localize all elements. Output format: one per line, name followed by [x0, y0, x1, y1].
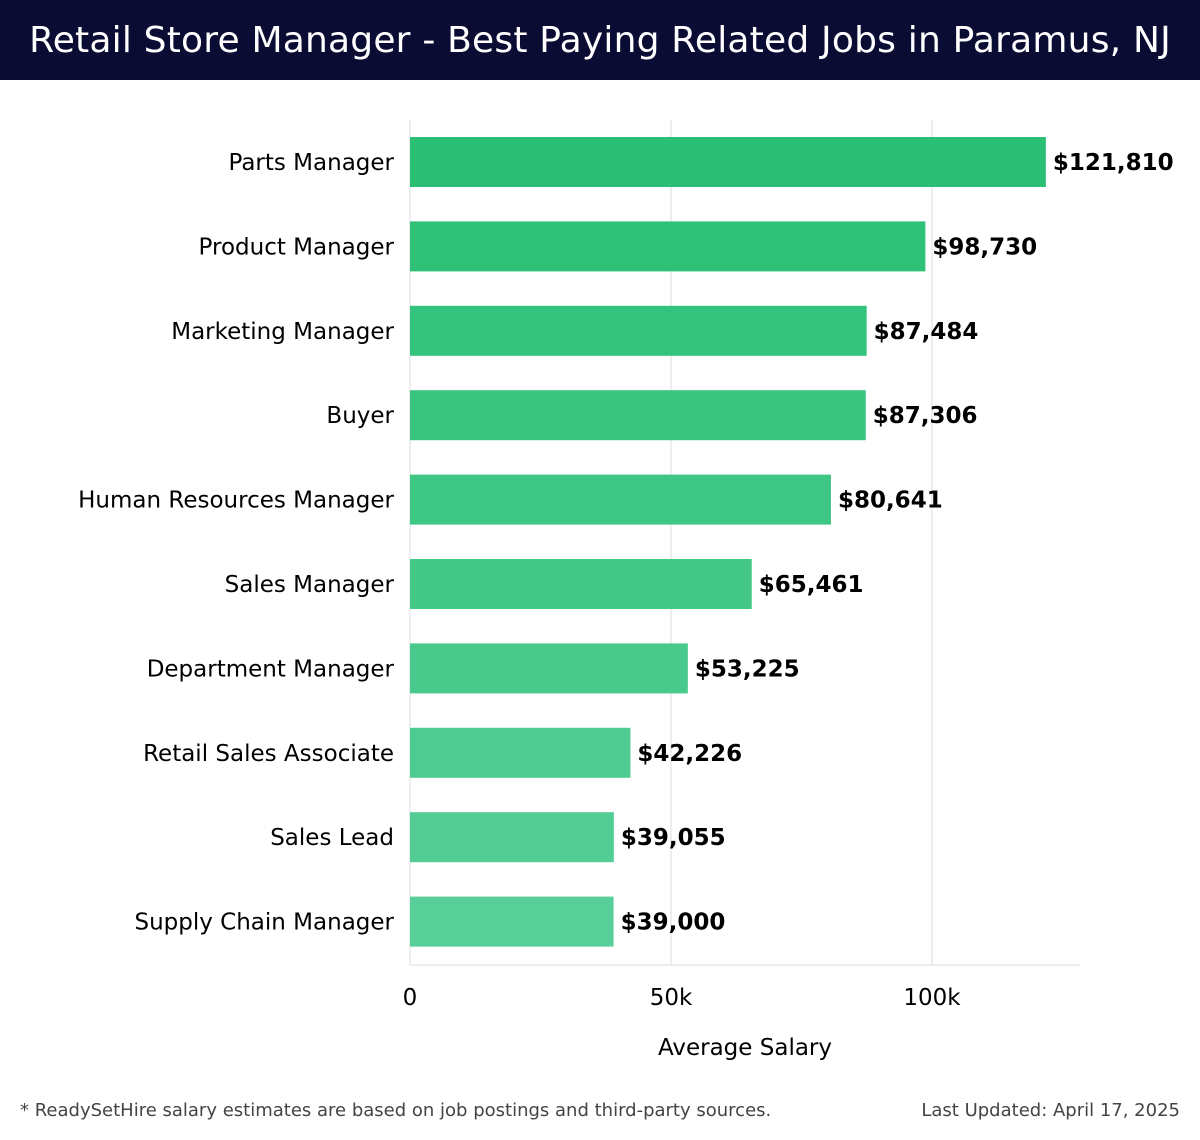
value-labels: $121,810 $98,730 $87,484 $87,306 $80,641 $65,…: [621, 150, 1174, 936]
bar-9: [410, 896, 614, 947]
page-title: Retail Store Manager - Best Paying Relat…: [29, 19, 1171, 61]
bar-3: [410, 390, 866, 441]
category-label: Parts Manager: [228, 150, 394, 176]
bar-0: [410, 137, 1046, 187]
bar-2: [410, 305, 867, 356]
value-label: $80,641: [838, 488, 943, 514]
x-tick-label: 50k: [650, 985, 693, 1011]
bar-4: [410, 474, 831, 525]
footnote: * ReadySetHire salary estimates are base…: [20, 1100, 772, 1121]
category-label: Product Manager: [199, 234, 395, 260]
value-label: $39,000: [621, 910, 726, 936]
category-label: Sales Manager: [225, 572, 395, 598]
bar-6: [410, 643, 688, 694]
category-labels: Parts Manager Product Manager Marketing Ma…: [78, 150, 394, 936]
category-label: Retail Sales Associate: [143, 741, 394, 767]
x-tick-label: 100k: [903, 985, 961, 1011]
category-label: Buyer: [326, 403, 394, 429]
value-label: $39,055: [621, 825, 726, 851]
bar-5: [410, 559, 752, 609]
bar-7: [410, 727, 631, 778]
category-label: Sales Lead: [270, 825, 394, 851]
bars: [410, 137, 1046, 947]
bar-1: [410, 221, 926, 272]
value-label: $42,226: [637, 741, 742, 767]
x-axis-label: Average Salary: [658, 1035, 832, 1061]
value-label: $53,225: [695, 656, 800, 682]
salary-bar-chart: Parts Manager Product Manager Marketing Ma…: [78, 120, 1174, 1061]
category-label: Department Manager: [147, 656, 395, 682]
value-label: $87,484: [874, 319, 979, 345]
chart-header: Retail Store Manager - Best Paying Relat…: [0, 0, 1200, 80]
category-label: Human Resources Manager: [78, 488, 394, 514]
category-label: Marketing Manager: [171, 319, 394, 345]
value-label: $65,461: [759, 572, 864, 598]
x-tick-label: 0: [403, 985, 418, 1011]
category-label: Supply Chain Manager: [134, 910, 394, 936]
value-label: $121,810: [1053, 150, 1174, 176]
last-updated: Last Updated: April 17, 2025: [921, 1100, 1180, 1121]
bar-8: [410, 812, 614, 863]
value-label: $98,730: [932, 234, 1037, 260]
value-label: $87,306: [873, 403, 978, 429]
x-axis: 0 50k 100k: [403, 964, 1080, 1011]
